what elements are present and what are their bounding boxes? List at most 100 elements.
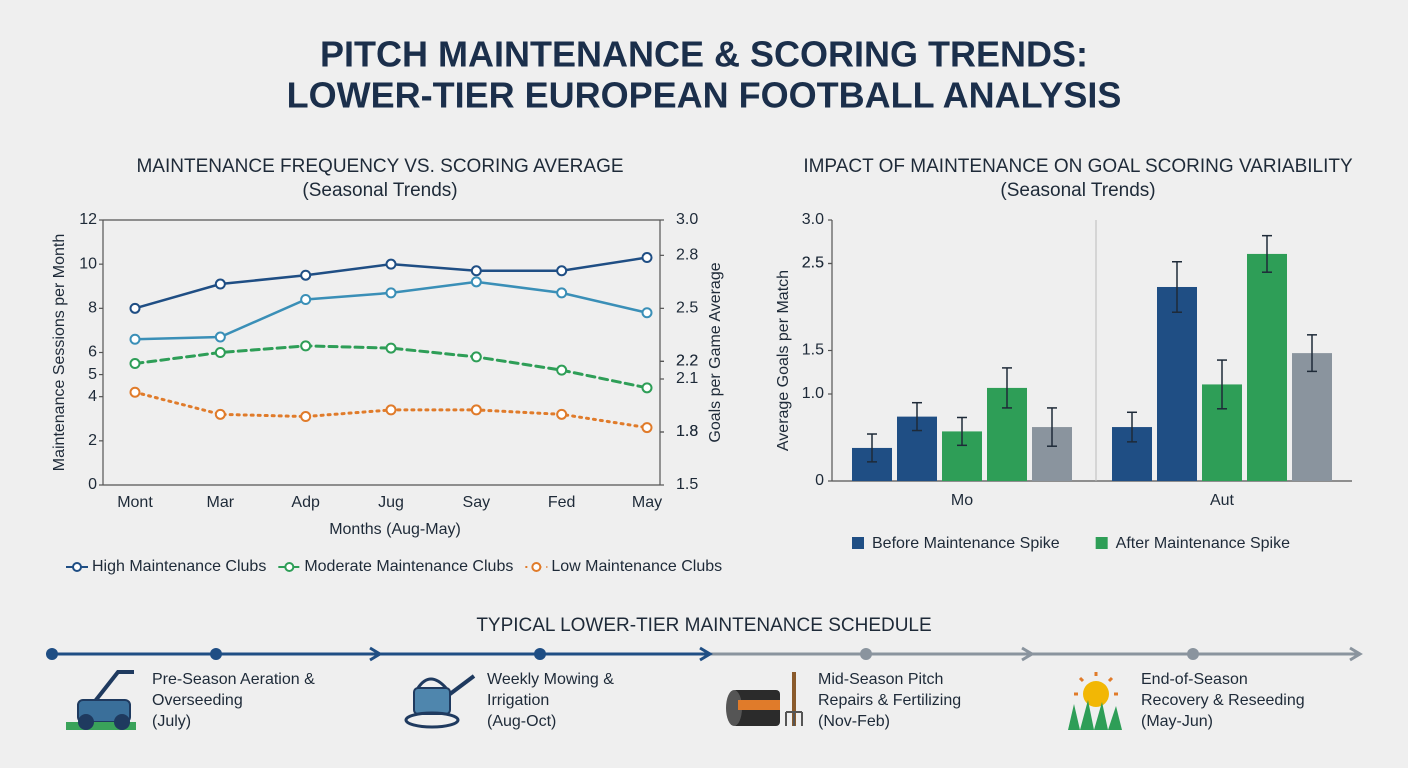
- y-tick-label: 3.0: [802, 211, 824, 228]
- marker: [129, 302, 141, 314]
- marker: [300, 269, 312, 281]
- y-tick-label: 12: [79, 211, 97, 228]
- timeline-text: Mid-Season Pitch: [818, 671, 943, 688]
- legend-marker: [531, 562, 542, 572]
- legend-label: Low Maintenance Clubs: [551, 558, 722, 575]
- marker: [641, 307, 653, 319]
- x-tick-label: Say: [463, 494, 491, 511]
- y-tick-label: 6: [88, 344, 97, 361]
- marker: [556, 364, 568, 376]
- y-tick-label: 0: [815, 472, 824, 489]
- legend-label: High Maintenance Clubs: [92, 558, 266, 575]
- timeline-text: Repairs & Fertilizing: [818, 692, 961, 709]
- marker: [300, 411, 312, 423]
- marker: [385, 287, 397, 299]
- x-tick-label: Fed: [548, 494, 576, 511]
- title-line: PITCH MAINTENANCE & SCORING TRENDS:: [320, 34, 1088, 75]
- chart-subtitle: (Seasonal Trends): [1000, 180, 1155, 201]
- x-axis-label: Months (Aug-May): [329, 521, 461, 538]
- x-tick-label: Mar: [207, 494, 235, 511]
- marker: [556, 265, 568, 277]
- chart-title: IMPACT OF MAINTENANCE ON GOAL SCORING VA…: [803, 156, 1353, 177]
- y-tick-label: 8: [88, 300, 97, 317]
- mower-icon: [66, 670, 136, 730]
- dot: [534, 648, 546, 660]
- y-tick-label: 4: [88, 388, 97, 405]
- y-tick-label: 2.5: [802, 255, 824, 272]
- y2-tick-label: 2.2: [676, 353, 698, 370]
- x-tick-label: Mont: [117, 494, 153, 511]
- y2-tick-label: 1.8: [676, 423, 698, 440]
- timeline-text: End-of-Season: [1141, 671, 1248, 688]
- arrow: [1349, 646, 1363, 662]
- dot: [860, 648, 872, 660]
- timeline-text: (Nov-Feb): [818, 713, 890, 730]
- x-tick-label: Adp: [291, 494, 320, 511]
- legend-label: Before Maintenance Spike: [872, 535, 1060, 552]
- timeline-text: Overseeding: [152, 692, 243, 709]
- marker: [214, 278, 226, 290]
- marker: [214, 347, 226, 358]
- marker: [470, 265, 482, 277]
- timeline-text: Weekly Mowing &: [487, 671, 614, 688]
- y-tick-label: 10: [79, 255, 97, 272]
- arrow: [369, 646, 383, 662]
- legend-swatch: [852, 537, 864, 549]
- timeline: TYPICAL LOWER-TIER MAINTENANCE SCHEDULE: [46, 615, 1363, 730]
- marker: [385, 258, 397, 270]
- marker: [641, 252, 653, 264]
- y-tick-label: 0: [88, 476, 97, 493]
- y-axis-label: Maintenance Sessions per Month: [51, 234, 68, 471]
- y2-tick-label: 3.0: [676, 211, 698, 228]
- chart-title: MAINTENANCE FREQUENCY VS. SCORING AVERAG…: [136, 156, 623, 177]
- x-tick-label: Jug: [378, 494, 404, 511]
- y2-tick-label: 1.8: [676, 423, 698, 440]
- x-tick-label: Aut: [1210, 492, 1235, 509]
- arrow: [699, 646, 713, 662]
- marker: [300, 294, 312, 305]
- y-axis-label: Average Goals per Match: [775, 270, 792, 451]
- roller-icon: [726, 672, 803, 726]
- marker: [641, 422, 653, 434]
- y2-axis-label: Goals per Game Average: [707, 262, 724, 442]
- marker: [470, 351, 482, 363]
- y2-tick-label: 1.5: [676, 476, 698, 493]
- x-tick-label: May: [632, 494, 662, 511]
- timeline-title: TYPICAL LOWER-TIER MAINTENANCE SCHEDULE: [476, 615, 931, 636]
- y-tick-label: 1.0: [802, 385, 824, 402]
- marker: [129, 358, 141, 370]
- marker: [470, 276, 482, 288]
- marker: [214, 331, 226, 343]
- timeline-text: Recovery & Reseeding: [1141, 692, 1305, 709]
- x-tick-label: Mo: [951, 492, 973, 509]
- timeline-text: (Aug-Oct): [487, 713, 556, 730]
- marker: [556, 287, 568, 299]
- timeline-text: (July): [152, 713, 191, 730]
- chart-subtitle: (Seasonal Trends): [302, 180, 457, 201]
- marker: [129, 333, 141, 345]
- y-tick-label: 1.5: [802, 342, 824, 359]
- dot: [46, 648, 58, 660]
- bar: [1292, 353, 1332, 481]
- y2-tick-label: 2.1: [676, 370, 698, 387]
- dot: [210, 648, 222, 660]
- marker: [300, 340, 312, 352]
- legend-swatch: [1095, 537, 1108, 549]
- y-tick-label: 5: [88, 366, 97, 383]
- y2-tick-label: 2.5: [676, 300, 698, 317]
- marker: [470, 404, 482, 416]
- y2-tick-label: 2.8: [676, 247, 698, 264]
- marker: [214, 408, 226, 420]
- marker: [129, 386, 141, 398]
- marker: [385, 404, 397, 416]
- bar: [1157, 286, 1197, 481]
- marker: [385, 342, 397, 354]
- sun-grass-icon: [1068, 672, 1122, 730]
- y-tick-label: 2: [88, 432, 97, 449]
- bar: [1247, 253, 1287, 481]
- title-line: LOWER-TIER EUROPEAN FOOTBALL ANALYSIS: [287, 75, 1122, 116]
- watering-can-icon: [404, 674, 476, 729]
- legend-marker: [284, 562, 295, 572]
- y-tick-label: 2.5: [802, 255, 824, 272]
